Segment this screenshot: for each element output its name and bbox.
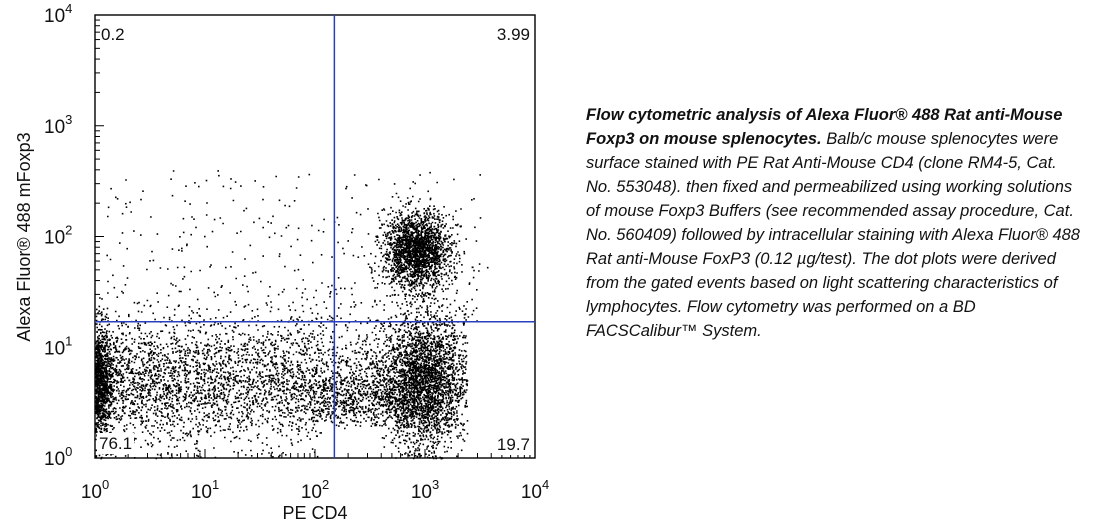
x-tick-label: 103 xyxy=(411,477,439,503)
event-dots xyxy=(95,170,489,460)
quadrant-label-background xyxy=(97,433,135,454)
x-tick-label: 100 xyxy=(81,477,109,503)
x-tick-label: 104 xyxy=(521,477,549,503)
y-axis-title: Alexa Fluor® 488 mFoxp3 xyxy=(14,132,34,341)
event-dot-cloud xyxy=(95,170,489,460)
y-tick-label: 100 xyxy=(44,444,72,470)
x-tick-label: 101 xyxy=(191,477,219,503)
x-axis-title: PE CD4 xyxy=(282,503,347,523)
figure-caption: Flow cytometric analysis of Alexa Fluor®… xyxy=(586,103,1081,343)
y-tick-label: 104 xyxy=(44,1,72,27)
quadrant-gate xyxy=(95,15,535,458)
y-tick-label: 102 xyxy=(44,223,72,249)
quadrant-label-bottom-left: 76.1 xyxy=(99,434,132,453)
y-tick-label: 101 xyxy=(44,333,72,359)
quadrant-label-background xyxy=(494,434,532,455)
quadrant-label-top-right: 3.99 xyxy=(497,25,530,44)
quadrant-label-bottom-right: 19.7 xyxy=(497,435,530,454)
caption-bold-lead: Flow cytometric analysis of Alexa Fluor®… xyxy=(586,106,1063,148)
x-tick-label: 102 xyxy=(301,477,329,503)
axis-ticks: 100 101 102 103 104 100 101 102 103 104 xyxy=(44,1,549,503)
y-tick-label: 103 xyxy=(44,112,72,138)
quadrant-label-top-left: 0.2 xyxy=(101,25,125,44)
caption-body: Balb/c mouse splenocytes were surface st… xyxy=(586,130,1080,340)
